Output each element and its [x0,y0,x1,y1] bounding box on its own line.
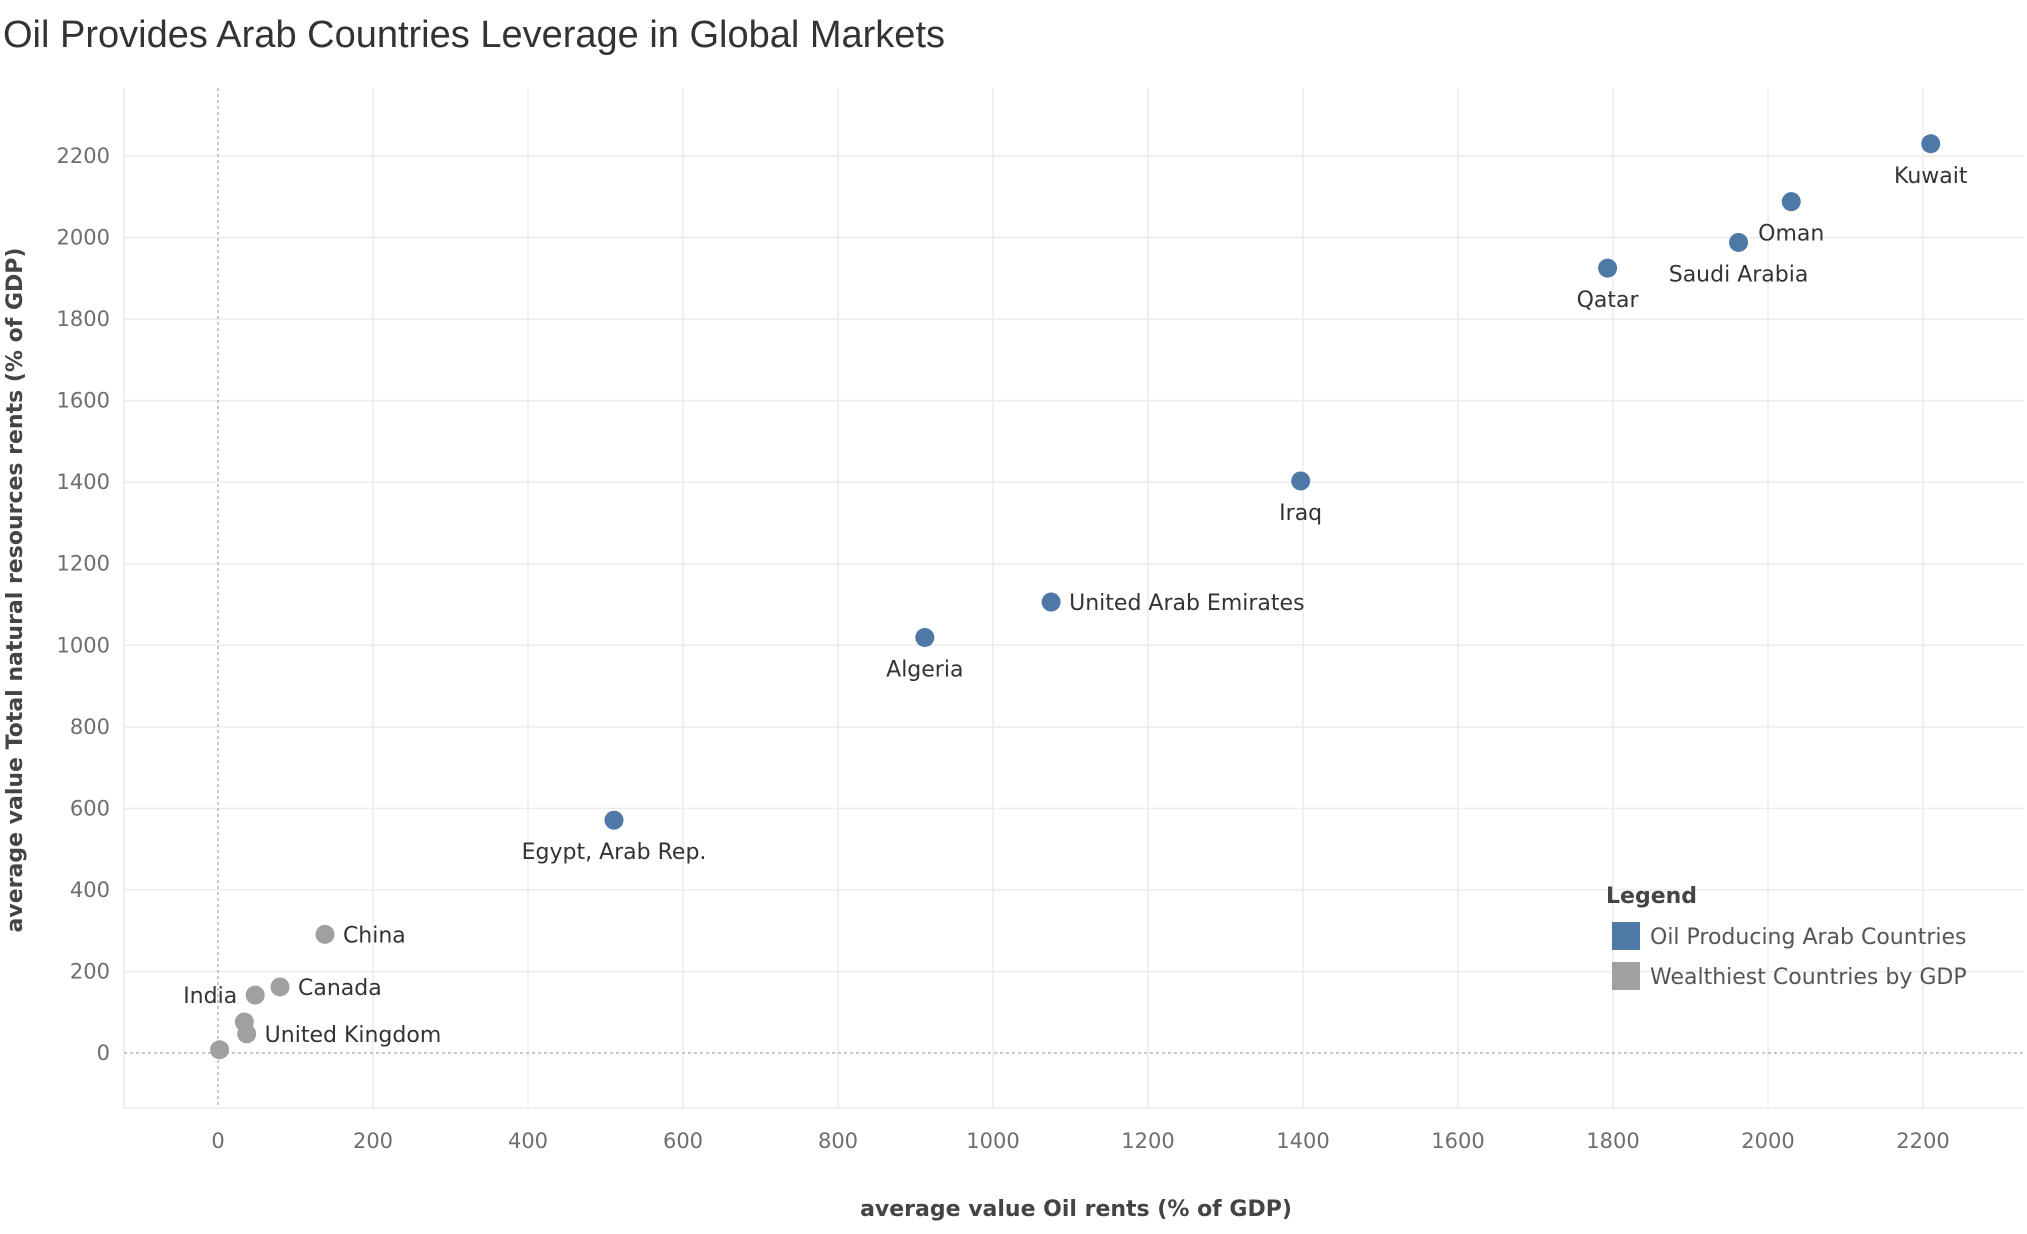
x-tick-label: 600 [663,1129,703,1153]
point-label-qatar: Qatar [1577,288,1640,313]
data-point-kuwait [1921,134,1941,154]
point-label-saudi-arabia: Saudi Arabia [1669,262,1809,287]
legend-swatch-wealthiest-countries-by-gdp [1612,962,1640,990]
x-tick-label: 1600 [1431,1129,1484,1153]
y-tick-label: 2200 [57,144,110,168]
x-tick-label: 200 [353,1129,393,1153]
point-label-china: China [343,923,406,948]
y-tick-label: 1200 [57,552,110,576]
point-label-iraq: Iraq [1279,501,1322,526]
y-tick-label: 1800 [57,307,110,331]
point-label-oman: Oman [1758,222,1824,247]
chart-title: Oil Provides Arab Countries Leverage in … [3,14,946,56]
y-tick-label: 0 [97,1041,110,1065]
y-tick-label: 1000 [57,633,110,657]
point-label-algeria: Algeria [886,658,963,683]
point-label-india: India [183,984,237,1009]
data-points [210,134,1941,1060]
x-tick-label: 800 [818,1129,858,1153]
x-tick-label: 0 [211,1129,224,1153]
data-point [210,1040,230,1060]
x-tick-label: 1200 [1121,1129,1174,1153]
data-point-oman [1781,192,1801,212]
tick-labels: 0 200 400 600 800 1000 1200 1400 1600 1800 2000 220… [57,144,1950,1153]
point-label-egypt-arab-rep: Egypt, Arab Rep. [522,840,707,865]
y-tick-label: 600 [70,796,110,820]
y-axis-title: average value Total natural resources re… [3,248,28,933]
data-point-qatar [1598,258,1618,278]
zero-lines [124,88,2024,1108]
point-label-canada: Canada [298,976,382,1001]
y-tick-label: 2000 [57,226,110,250]
x-tick-label: 1400 [1276,1129,1329,1153]
data-point-iraq [1291,471,1311,491]
legend-label-oil-producing-arab-countries: Oil Producing Arab Countries [1650,925,1966,950]
data-point-india [245,985,265,1005]
x-axis-title: average value Oil rents (% of GDP) [860,1197,1292,1222]
legend-label-wealthiest-countries-by-gdp: Wealthiest Countries by GDP [1650,965,1967,990]
data-point-united-arab-emirates [1041,592,1061,612]
data-point-china [315,924,335,944]
y-tick-label: 800 [70,715,110,739]
legend: Legend Oil Producing Arab Countries Weal… [1606,884,1967,990]
point-label-united-kingdom: United Kingdom [265,1023,442,1048]
x-tick-label: 2000 [1741,1129,1794,1153]
data-point-algeria [915,628,935,648]
y-tick-label: 200 [70,959,110,983]
y-tick-label: 1600 [57,389,110,413]
x-tick-label: 2200 [1896,1129,1949,1153]
y-tick-label: 400 [70,878,110,902]
data-point-canada [270,977,290,997]
y-tick-label: 1400 [57,470,110,494]
legend-title: Legend [1606,884,1697,909]
point-label-kuwait: Kuwait [1894,164,1968,189]
legend-swatch-oil-producing-arab-countries [1612,922,1640,950]
data-point-united-kingdom [237,1024,257,1044]
point-label-united-arab-emirates: United Arab Emirates [1069,591,1304,616]
point-labels: Kuwait Oman Saudi Arabia Qatar Iraq United Ar… [183,164,1968,1048]
x-tick-label: 400 [508,1129,548,1153]
x-tick-label: 1000 [966,1129,1019,1153]
data-point-egypt-arab-rep [604,810,624,830]
x-tick-label: 1800 [1586,1129,1639,1153]
data-point-saudi-arabia [1729,232,1749,252]
